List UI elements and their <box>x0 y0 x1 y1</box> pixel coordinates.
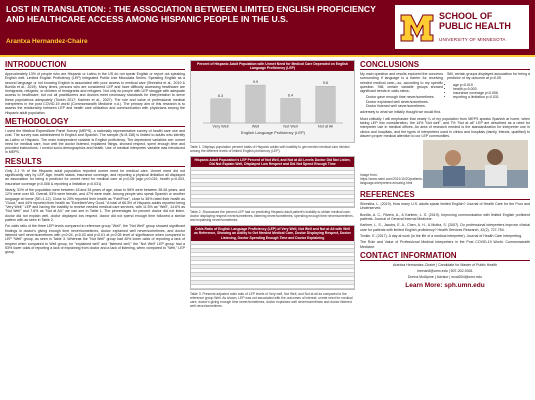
bullet-list: Doctor gave enough time never/sometimes.… <box>360 95 443 108</box>
x-tick-label: Well <box>252 125 259 129</box>
author: Arantxa Hernandez-Chaire <box>6 38 88 45</box>
section-heading: CONCLUSIONS <box>360 60 530 70</box>
table: Odds Ratio of English Language Proficien… <box>190 225 355 290</box>
chart: English Language Proficiency (LEP) Very W… <box>203 80 343 135</box>
paragraph: Most critically I will emphasize that ne… <box>360 116 530 138</box>
contact-line: Donna McAlpine | Advisor | mcal004@umn.e… <box>407 275 483 280</box>
logo-school: SCHOOL OF PUBLIC HEALTH <box>439 11 511 31</box>
paragraph: I used the Medical Expenditure Panel Sur… <box>5 128 185 155</box>
paragraph: Only 2.1 % of the Hispanic adult populat… <box>5 168 185 186</box>
table-title: Hispanic Adult Population's LEP Percent … <box>191 157 354 168</box>
x-tick-label: Very Well <box>213 125 229 129</box>
logo: SCHOOL OF PUBLIC HEALTH UNIVERSITY OF MI… <box>395 5 529 49</box>
contact-line: hernan8@umn.edu | 507-202-9301 <box>417 269 473 274</box>
paragraph: My main question and results explored th… <box>360 72 443 94</box>
logo-mark <box>400 14 434 42</box>
caption: Table 3. Presents adjusted odds ratio of… <box>190 291 353 308</box>
reference: Shrestha, L. (2019). How many U.S. adult… <box>360 202 530 211</box>
image-caption: Image from: https://www.nami.com/2021/10… <box>360 173 424 186</box>
header-rule <box>0 55 535 57</box>
middle-column: Percent of Hispanic Adult Population wit… <box>190 60 355 398</box>
footer-url: sph.umn.edu <box>444 281 485 289</box>
paragraph: For odds ratio of the three LEP levels c… <box>5 224 185 255</box>
logo-university: UNIVERSITY OF MINNESOTA <box>439 37 506 42</box>
reference: Karliner, L. S., Jacobs, E. A., Chen, A.… <box>360 223 530 232</box>
table-title: Odds Ratio of English Language Proficien… <box>191 226 354 241</box>
chart-box: Percent of Hispanic Adult Population wit… <box>190 60 355 144</box>
paragraph: Still, certain groups displayed associat… <box>447 72 530 81</box>
bar <box>210 98 231 124</box>
conclusion-columns: My main question and results explored th… <box>360 72 530 117</box>
caption: Table 2. Showcases the percent LEP had o… <box>190 210 354 223</box>
value-label: 9.9 <box>253 80 258 84</box>
caption: Table 1. Displays population percent tot… <box>190 145 350 154</box>
paragraph: adversely to what we initially thought w… <box>360 110 442 115</box>
left-column: INTRODUCTION Approximately 13% of people… <box>5 60 185 398</box>
reference: Bonilla, A. C., Rivera, A., & Karliner, … <box>360 212 530 222</box>
right-column: CONCLUSIONS My main question and results… <box>360 60 530 398</box>
x-tick-label: Not at All <box>318 125 333 129</box>
image <box>423 140 528 189</box>
section-heading: INTRODUCTION <box>5 60 185 70</box>
bullet: insurance coverage p<0.006 <box>453 91 530 95</box>
table-body <box>191 167 354 208</box>
conclusion-left: My main question and results explored th… <box>360 72 443 117</box>
footer: Learn More: sph.umn.edu <box>360 282 530 289</box>
bullet: health p=0.003 <box>453 87 530 91</box>
value-label: 6.3 <box>218 94 223 98</box>
bullet: Doctor listened well never/sometimes. <box>366 104 443 108</box>
section-heading: RESULTS <box>5 157 185 167</box>
table-body <box>191 240 354 289</box>
table: Hispanic Adult Population's LEP Percent … <box>190 156 355 209</box>
bullet: reporting a limitation p=0.031 <box>453 95 530 99</box>
value-label: 6.4 <box>288 94 293 98</box>
x-axis-label: English Language Proficiency (LEP) <box>241 130 306 135</box>
bullet: age p=0.019 <box>453 83 530 87</box>
image-block: Image from: https://www.nami.com/2021/10… <box>360 140 530 189</box>
footer-label: Learn More: <box>405 281 443 289</box>
bar <box>315 86 336 124</box>
bullet: Doctor explained well never/sometimes. <box>366 100 443 104</box>
bullet-list: age p=0.019 health p=0.003 insurance cov… <box>447 83 530 100</box>
reference: The Role and Value of Professional Medic… <box>360 240 530 249</box>
paragraph: Nearly, 31% of the population were betwe… <box>5 187 185 223</box>
x-tick-label: Not Well <box>283 125 297 129</box>
conclusion-right: Still, certain groups displayed associat… <box>447 72 530 117</box>
bullet: Doctor gave enough time never/sometimes. <box>366 95 443 99</box>
section-heading: CONTACT INFORMATION <box>360 251 530 261</box>
value-label: 9.6 <box>323 81 328 85</box>
section-heading: METHODOLOGY <box>5 117 185 127</box>
bar <box>280 98 301 124</box>
bar <box>245 85 266 124</box>
poster-title: LOST IN TRANSLATION: : THE ASSOCIATION B… <box>6 4 376 24</box>
chart-title: Percent of Hispanic Adult Population wit… <box>191 61 354 72</box>
reference: Tonkin, E. (2017). A day at work (in the… <box>360 233 523 238</box>
section-heading: REFERENCES <box>360 190 530 201</box>
paragraph: Approximately 13% of people who are Hisp… <box>5 72 185 115</box>
contact-line: Arantxa Hernandez-Chaire | Candidate for… <box>392 262 498 267</box>
